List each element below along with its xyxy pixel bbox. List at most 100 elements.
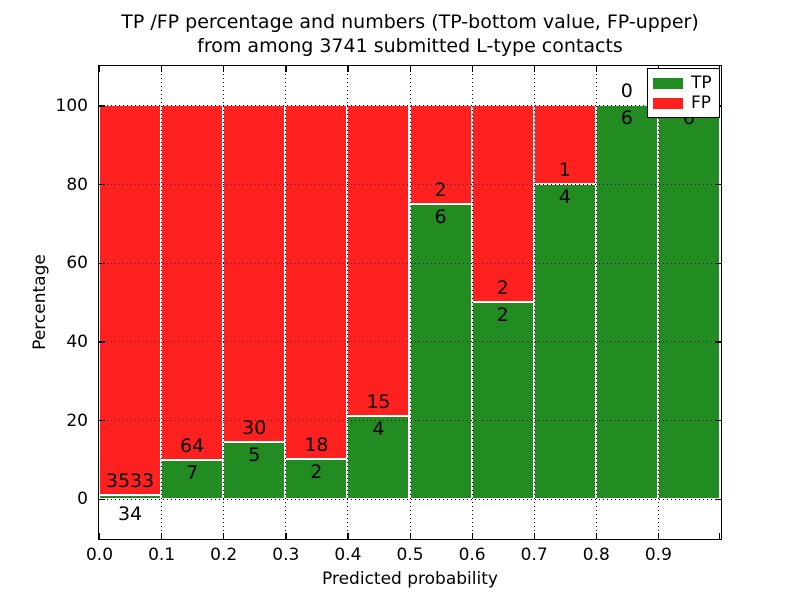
x-tick-mark	[99, 533, 101, 539]
gridline-vertical	[161, 66, 163, 539]
bar-tp-segment	[409, 203, 472, 499]
y-tick-mark	[99, 420, 105, 422]
fp-count-label: 15	[366, 390, 391, 413]
tp-count-label: 7	[186, 461, 199, 484]
bar-tp-segment	[657, 105, 720, 499]
x-tick-mark	[409, 533, 411, 539]
x-tick-mark	[285, 66, 287, 72]
tp-count-label: 4	[558, 186, 571, 208]
tp-count-label: 4	[372, 417, 385, 440]
gridline-vertical	[533, 66, 535, 539]
legend: TP FP	[647, 68, 720, 118]
x-tick-mark	[347, 66, 349, 72]
x-tick-mark	[657, 533, 660, 539]
bar-tp-segment	[471, 302, 534, 499]
y-tick-mark	[99, 341, 105, 343]
fp-count-label: 18	[304, 434, 329, 457]
bar-tp-segment	[99, 494, 162, 499]
bar-fp-segment	[99, 105, 162, 495]
legend-item-fp: FP	[653, 93, 712, 113]
gridline-vertical	[347, 66, 349, 539]
fp-count-label: 2	[496, 277, 509, 299]
y-tick-mark	[715, 262, 721, 264]
x-tick-mark	[595, 66, 598, 72]
legend-swatch-fp	[653, 97, 683, 109]
x-tick-label: 0.1	[148, 545, 176, 565]
y-tick-mark	[99, 498, 105, 500]
y-tick-mark	[715, 420, 721, 422]
gridline-vertical	[285, 66, 287, 539]
tp-count-label: 6	[620, 107, 633, 130]
legend-swatch-tp	[653, 77, 683, 89]
x-tick-mark	[409, 66, 411, 72]
chart-title-line1: TP /FP percentage and numbers (TP-bottom…	[121, 11, 699, 33]
x-tick-mark	[223, 66, 225, 72]
gridline-vertical	[657, 66, 659, 539]
y-tick-label: 60	[66, 253, 88, 274]
x-tick-mark	[471, 533, 473, 539]
tp-count-label: 2	[496, 304, 509, 326]
y-tick-mark	[99, 262, 105, 264]
y-tick-label: 0	[77, 489, 88, 510]
x-tick-label: 0.5	[396, 545, 424, 565]
x-tick-mark	[533, 533, 535, 539]
y-tick-label: 40	[66, 331, 88, 352]
y-tick-label: 20	[66, 410, 88, 431]
bar-fp-segment	[161, 105, 224, 460]
fp-count-label: 64	[180, 434, 205, 457]
x-tick-label: 0.8	[582, 545, 610, 565]
x-tick-mark	[533, 66, 535, 72]
x-tick-label: 0.7	[520, 545, 548, 565]
y-tick-mark	[99, 105, 105, 107]
y-tick-mark	[715, 341, 721, 343]
chart-title-line2: from among 3741 submitted L-type contact…	[197, 35, 623, 57]
y-tick-mark	[99, 184, 105, 186]
fp-count-label: 2	[434, 178, 447, 201]
fp-count-label: 3533	[105, 469, 155, 492]
fp-count-label: 1	[558, 159, 571, 181]
x-axis-label: Predicted probability	[322, 569, 498, 589]
x-tick-label: 0.0	[85, 545, 114, 565]
legend-label-fp: FP	[691, 93, 712, 113]
tp-count-label: 6	[434, 205, 447, 228]
x-tick-mark	[99, 66, 101, 72]
x-tick-mark	[161, 66, 163, 72]
gridline-vertical	[471, 66, 473, 539]
gridline-vertical	[409, 66, 411, 539]
x-tick-mark	[471, 66, 473, 72]
gridline-vertical	[595, 66, 597, 539]
bar-fp-segment	[223, 105, 286, 443]
tp-count-label: 5	[248, 444, 261, 467]
bar-tp-segment	[161, 459, 224, 499]
x-tick-mark	[718, 533, 720, 539]
fp-count-label: 30	[242, 417, 267, 440]
y-tick-mark	[715, 498, 721, 500]
x-tick-label: 0.4	[334, 545, 362, 565]
x-tick-label: 0.9	[644, 545, 672, 565]
x-tick-mark	[285, 533, 287, 539]
x-tick-mark	[223, 533, 225, 539]
x-tick-mark	[347, 533, 349, 539]
y-tick-label: 100	[55, 95, 88, 116]
fp-count-label: 0	[620, 80, 633, 103]
x-tick-label: 0.3	[272, 545, 300, 565]
bar-fp-segment	[409, 105, 472, 204]
legend-label-tp: TP	[691, 73, 712, 93]
tp-count-label: 34	[117, 502, 143, 525]
gridline-vertical	[223, 66, 225, 539]
x-tick-label: 0.6	[458, 545, 486, 565]
bar-tp-segment	[285, 459, 348, 499]
y-tick-label: 80	[66, 174, 88, 195]
x-tick-label: 0.2	[210, 545, 238, 565]
bar-tp-segment	[347, 415, 410, 499]
x-tick-mark	[595, 533, 598, 539]
bar-fp-segment	[347, 105, 410, 416]
bar-tp-segment	[223, 442, 286, 499]
tp-count-label: 2	[310, 461, 323, 484]
y-tick-mark	[715, 184, 721, 186]
x-tick-mark	[161, 533, 163, 539]
legend-item-tp: TP	[653, 73, 712, 93]
chart-title: TP /FP percentage and numbers (TP-bottom…	[98, 10, 722, 58]
